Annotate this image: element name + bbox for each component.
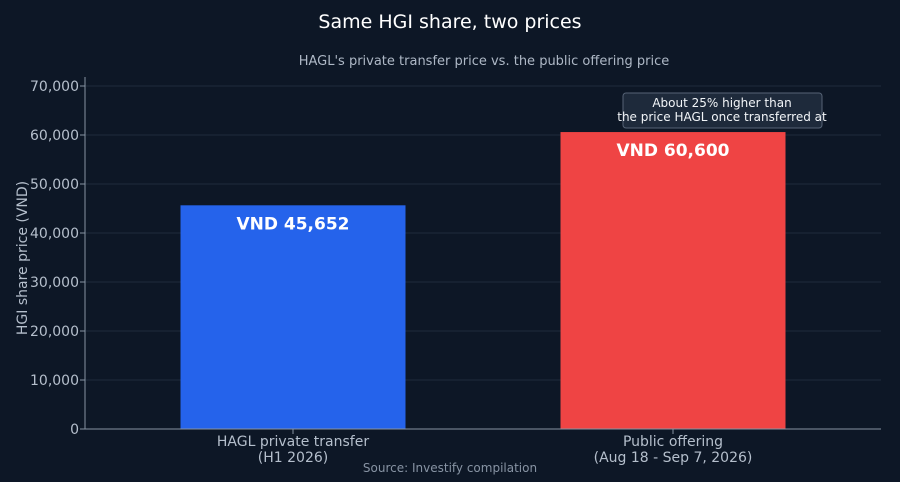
annotation-line-1: About 25% higher than — [652, 96, 791, 110]
x-category-label: HAGL private transfer — [217, 434, 369, 450]
y-axis-title: HGI share price (VND) — [15, 181, 31, 335]
x-category-label: Public offering — [623, 434, 723, 450]
x-category-sublabel: (Aug 18 - Sep 7, 2026) — [594, 450, 753, 466]
bar-value-label: VND 45,652 — [236, 214, 349, 234]
x-category-sublabel: (H1 2026) — [258, 450, 328, 466]
bar-value-label: VND 60,600 — [616, 141, 729, 161]
annotation-callout: About 25% higher than the price HAGL onc… — [617, 92, 827, 129]
y-tick-label: 40,000 — [30, 226, 79, 242]
y-tick-label: 50,000 — [30, 177, 79, 193]
y-tick-label: 0 — [70, 422, 79, 438]
bar — [180, 205, 406, 429]
y-tick-label: 20,000 — [30, 324, 79, 340]
y-tick-label: 10,000 — [30, 373, 79, 389]
annotation-box — [622, 92, 823, 129]
y-tick-label: 70,000 — [30, 79, 79, 95]
annotation-line-2: the price HAGL once transferred at — [617, 110, 827, 124]
chart-subtitle: HAGL's private transfer price vs. the pu… — [299, 54, 670, 69]
bar — [560, 132, 786, 429]
bars: VND 45,652 VND 60,600 — [180, 132, 786, 429]
source-note: Source: Investify compilation — [363, 461, 537, 475]
chart-title: Same HGI share, two prices — [318, 11, 581, 33]
y-tick-label: 30,000 — [30, 275, 79, 291]
axes: 0 10,000 20,000 30,000 40,000 50,000 60,000 70,… — [30, 77, 881, 466]
y-tick-label: 60,000 — [30, 128, 79, 144]
